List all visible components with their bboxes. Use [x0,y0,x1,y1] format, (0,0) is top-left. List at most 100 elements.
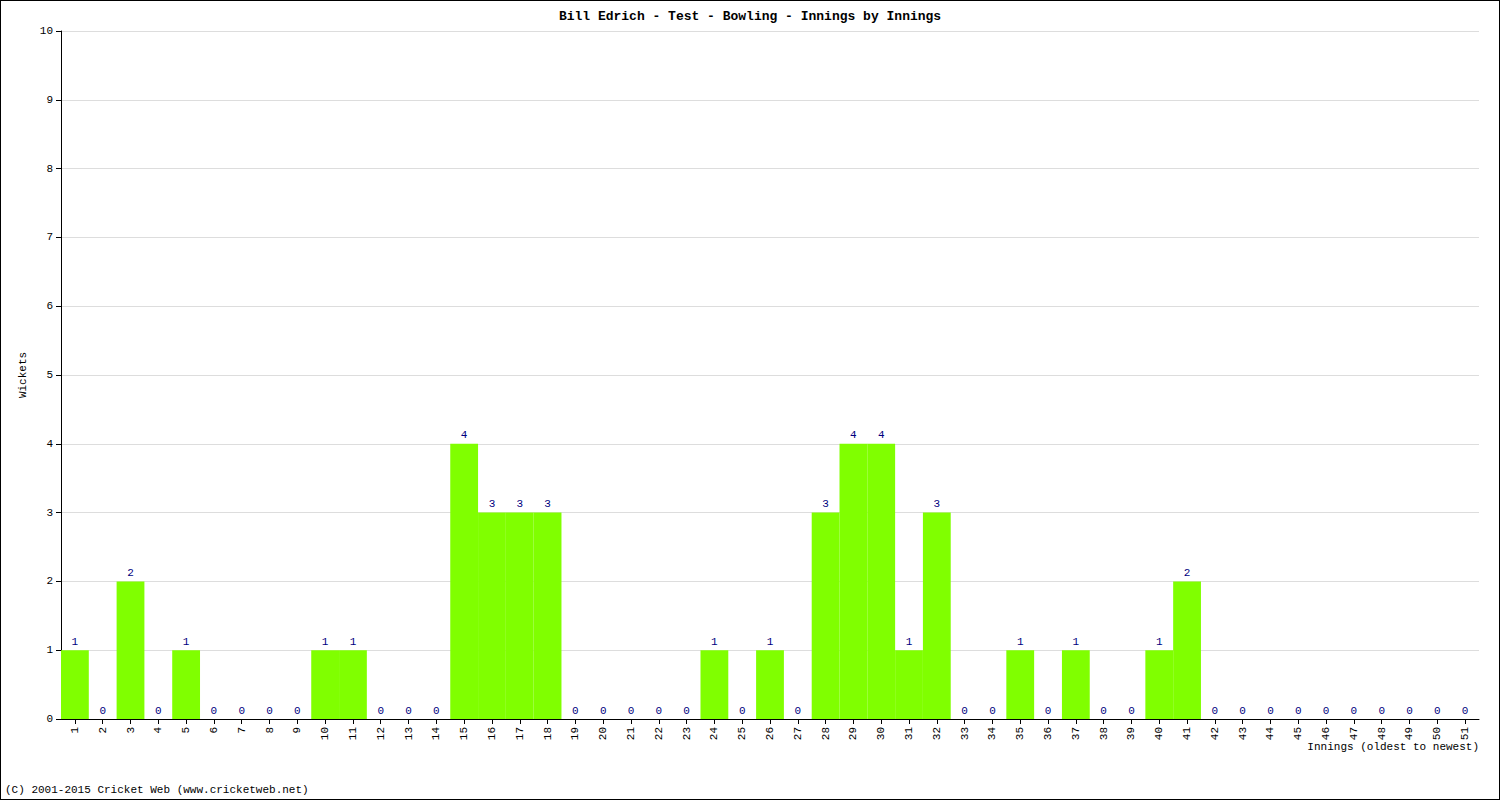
svg-text:1: 1 [350,636,357,648]
svg-text:38: 38 [1098,727,1110,740]
svg-text:0: 0 [1323,705,1330,717]
svg-text:1: 1 [322,636,329,648]
svg-text:1: 1 [69,727,81,734]
svg-text:1: 1 [1073,636,1080,648]
svg-text:40: 40 [1153,727,1165,740]
svg-text:5: 5 [180,727,192,734]
svg-text:3: 3 [46,507,53,519]
svg-text:Innings (oldest to newest): Innings (oldest to newest) [1307,741,1479,753]
svg-text:4: 4 [878,429,885,441]
svg-text:15: 15 [458,727,470,740]
svg-text:6: 6 [46,300,53,312]
svg-text:1: 1 [72,636,79,648]
svg-text:32: 32 [931,727,943,740]
svg-text:1: 1 [46,644,53,656]
svg-text:9: 9 [291,727,303,734]
svg-text:9: 9 [46,94,53,106]
svg-text:29: 29 [847,727,859,740]
svg-text:0: 0 [794,705,801,717]
svg-text:7: 7 [236,727,248,734]
svg-text:2: 2 [97,727,109,734]
svg-text:2: 2 [127,567,134,579]
svg-text:10: 10 [319,727,331,740]
svg-text:0: 0 [739,705,746,717]
svg-text:0: 0 [655,705,662,717]
svg-text:0: 0 [1239,705,1246,717]
svg-text:12: 12 [375,727,387,740]
svg-text:42: 42 [1209,727,1221,740]
svg-text:(C) 2001-2015 Cricket Web (www: (C) 2001-2015 Cricket Web (www.cricketwe… [5,784,309,796]
svg-text:0: 0 [600,705,607,717]
svg-text:0: 0 [1100,705,1107,717]
svg-text:3: 3 [934,498,941,510]
svg-text:10: 10 [40,25,53,37]
svg-text:0: 0 [1045,705,1052,717]
svg-text:4: 4 [461,429,468,441]
svg-text:0: 0 [238,705,245,717]
svg-text:0: 0 [377,705,384,717]
svg-text:0: 0 [1462,705,1469,717]
svg-text:0: 0 [99,705,106,717]
svg-text:0: 0 [1267,705,1274,717]
svg-text:44: 44 [1264,727,1276,741]
svg-text:0: 0 [683,705,690,717]
svg-text:0: 0 [405,705,412,717]
svg-text:0: 0 [155,705,162,717]
svg-text:0: 0 [1406,705,1413,717]
svg-text:1: 1 [1156,636,1163,648]
svg-text:8: 8 [46,163,53,175]
svg-text:23: 23 [681,727,693,740]
svg-text:0: 0 [294,705,301,717]
svg-text:0: 0 [628,705,635,717]
svg-text:0: 0 [1212,705,1219,717]
svg-text:6: 6 [208,727,220,734]
svg-text:2: 2 [46,575,53,587]
svg-text:36: 36 [1042,727,1054,740]
svg-text:41: 41 [1181,727,1193,741]
svg-text:0: 0 [1378,705,1385,717]
svg-text:0: 0 [1295,705,1302,717]
svg-text:3: 3 [822,498,829,510]
svg-text:24: 24 [708,727,720,741]
svg-text:3: 3 [125,727,137,734]
svg-text:43: 43 [1237,727,1249,740]
svg-text:0: 0 [1434,705,1441,717]
svg-text:18: 18 [542,727,554,740]
svg-text:1: 1 [767,636,774,648]
svg-text:0: 0 [266,705,273,717]
svg-text:37: 37 [1070,727,1082,740]
svg-text:33: 33 [959,727,971,740]
svg-text:50: 50 [1431,727,1443,740]
svg-text:21: 21 [625,727,637,741]
svg-text:5: 5 [46,369,53,381]
svg-text:0: 0 [1351,705,1358,717]
svg-text:3: 3 [544,498,551,510]
svg-text:4: 4 [46,438,53,450]
svg-text:1: 1 [906,636,913,648]
svg-text:2: 2 [1184,567,1191,579]
svg-text:14: 14 [430,727,442,741]
svg-text:7: 7 [46,231,53,243]
svg-text:25: 25 [736,727,748,740]
svg-text:Wickets: Wickets [17,352,29,398]
svg-text:47: 47 [1348,727,1360,740]
svg-text:1: 1 [1017,636,1024,648]
svg-text:31: 31 [903,727,915,741]
svg-text:0: 0 [1128,705,1135,717]
svg-text:1: 1 [711,636,718,648]
svg-text:27: 27 [792,727,804,740]
svg-text:22: 22 [653,727,665,740]
svg-text:8: 8 [264,727,276,734]
svg-text:16: 16 [486,727,498,740]
svg-text:30: 30 [875,727,887,740]
svg-text:0: 0 [572,705,579,717]
svg-text:4: 4 [850,429,857,441]
svg-text:13: 13 [403,727,415,740]
svg-text:0: 0 [211,705,218,717]
svg-text:48: 48 [1376,727,1388,740]
svg-text:39: 39 [1125,727,1137,740]
svg-text:17: 17 [514,727,526,740]
svg-text:3: 3 [516,498,523,510]
svg-text:4: 4 [152,727,164,734]
svg-text:35: 35 [1014,727,1026,740]
